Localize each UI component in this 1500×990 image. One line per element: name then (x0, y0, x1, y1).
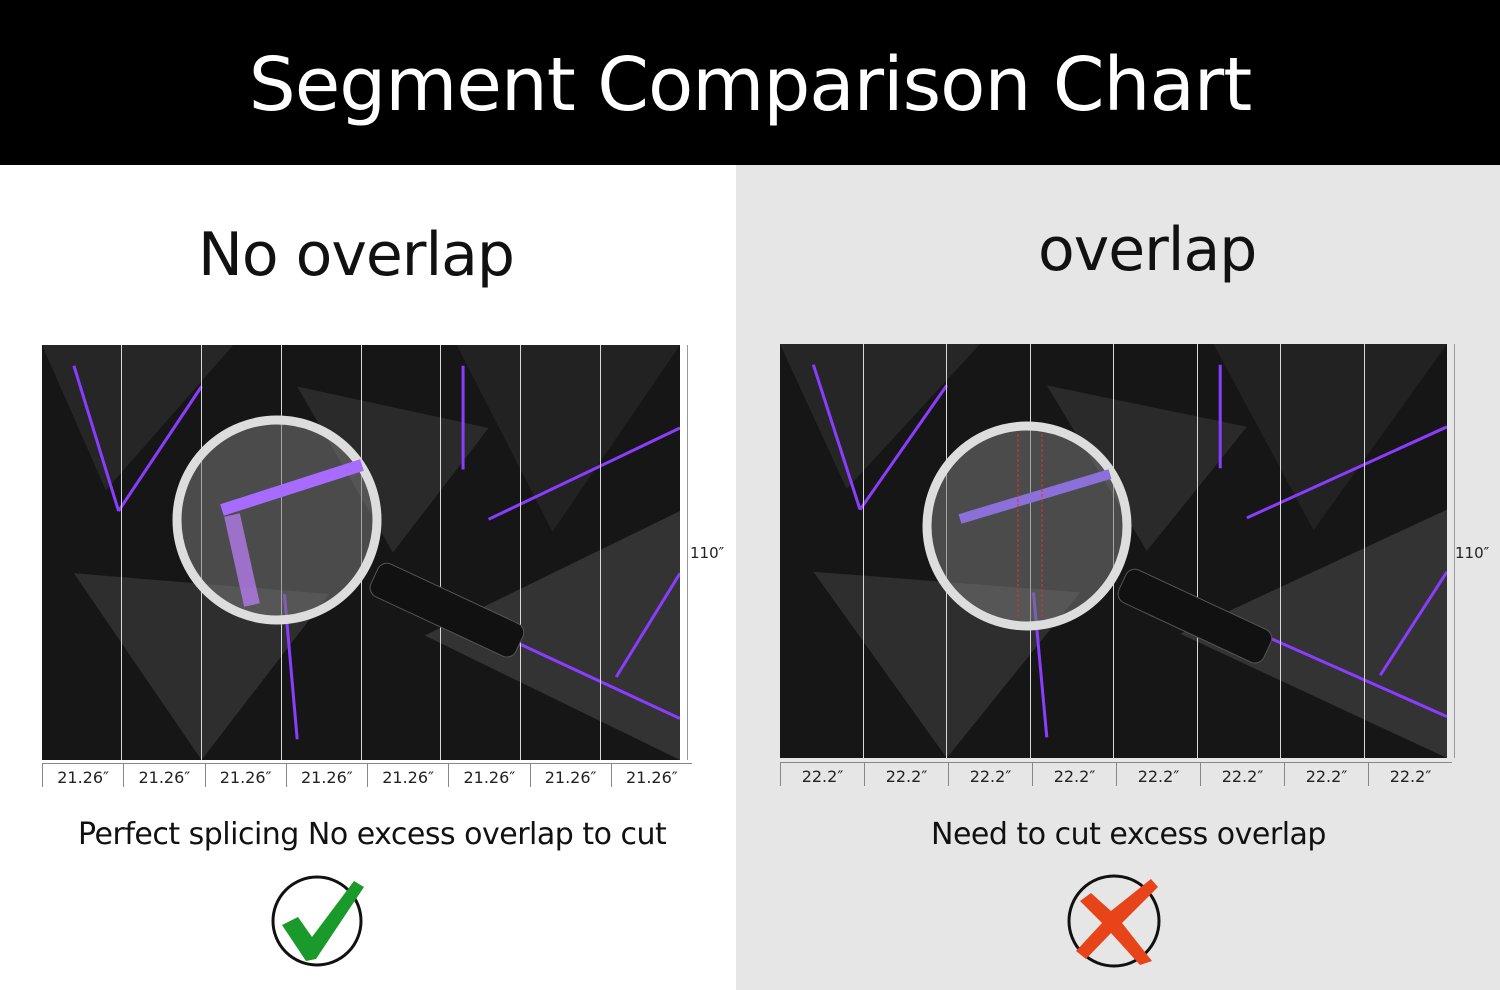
height-label: 110″ (1455, 544, 1490, 562)
height-measure-line (687, 345, 688, 760)
purple-light-line (811, 364, 862, 511)
purple-light-line (614, 572, 680, 678)
shard-shape (42, 345, 234, 491)
cross-icon (1067, 874, 1161, 968)
shard-shape (780, 344, 981, 489)
mural-overlap (780, 344, 1447, 758)
width-label: 21.26″ (204, 764, 286, 787)
width-label: 21.26″ (448, 764, 529, 787)
width-label: 22.2″ (948, 763, 1032, 786)
mural-no-overlap (42, 345, 680, 760)
purple-light-line (1379, 570, 1447, 677)
overlap-caption: Need to cut excess overlap (931, 817, 1326, 852)
width-label: 22.2″ (1032, 763, 1116, 786)
no-overlap-caption: Perfect splicing No excess overlap to cu… (78, 817, 667, 852)
magnifier-icon (922, 421, 1273, 664)
check-icon (271, 875, 364, 967)
shard-shape (424, 511, 680, 760)
magnifier-icon (172, 415, 525, 658)
shard-shape (1213, 344, 1447, 531)
purple-light-line (117, 385, 203, 512)
shard-shape (456, 345, 680, 532)
width-label: 21.26″ (529, 764, 611, 787)
height-measure-line (1454, 344, 1455, 758)
width-label: 22.2″ (864, 763, 948, 786)
width-label: 21.26″ (42, 764, 123, 787)
width-label: 22.2″ (780, 763, 864, 786)
width-labels: 21.26″ 21.26″ 21.26″ 21.26″ 21.26″ 21.26… (42, 763, 692, 787)
overlap-title: overlap (1038, 215, 1257, 285)
height-label: 110″ (690, 544, 725, 562)
width-label: 22.2″ (1200, 763, 1284, 786)
purple-light-line (72, 365, 120, 512)
width-label: 22.2″ (1116, 763, 1200, 786)
width-label: 21.26″ (610, 764, 692, 787)
width-label: 22.2″ (1368, 763, 1452, 786)
purple-light-line (500, 634, 680, 720)
page-header: Segment Comparison Chart (0, 0, 1500, 165)
width-labels: 22.2″ 22.2″ 22.2″ 22.2″ 22.2″ 22.2″ 22.2… (780, 762, 1452, 786)
shard-shape (1180, 509, 1447, 758)
width-label: 21.26″ (367, 764, 448, 787)
purple-light-line (1259, 632, 1447, 718)
width-label: 21.26″ (285, 764, 367, 787)
width-label: 21.26″ (123, 764, 204, 787)
page-title: Segment Comparison Chart (248, 42, 1252, 128)
purple-light-line (858, 384, 948, 511)
no-overlap-title: No overlap (198, 220, 515, 290)
width-label: 22.2″ (1284, 763, 1368, 786)
